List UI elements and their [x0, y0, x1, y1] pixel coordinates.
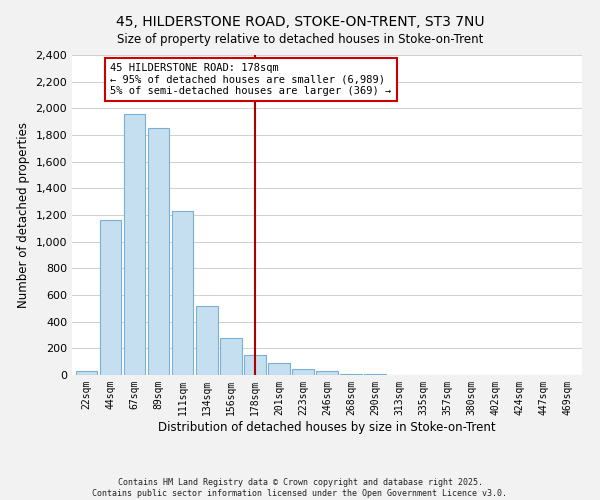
- Bar: [340, 374, 362, 375]
- Text: Contains HM Land Registry data © Crown copyright and database right 2025.
Contai: Contains HM Land Registry data © Crown c…: [92, 478, 508, 498]
- Y-axis label: Number of detached properties: Number of detached properties: [17, 122, 30, 308]
- Bar: [220, 338, 242, 375]
- Bar: [316, 371, 338, 375]
- Bar: [196, 306, 218, 375]
- Bar: [124, 114, 145, 375]
- Bar: [364, 374, 386, 375]
- Text: Size of property relative to detached houses in Stoke-on-Trent: Size of property relative to detached ho…: [117, 32, 483, 46]
- Bar: [292, 369, 314, 375]
- Text: 45 HILDERSTONE ROAD: 178sqm
← 95% of detached houses are smaller (6,989)
5% of s: 45 HILDERSTONE ROAD: 178sqm ← 95% of det…: [110, 63, 392, 96]
- Bar: [76, 371, 97, 375]
- Bar: [100, 220, 121, 375]
- Bar: [244, 356, 266, 375]
- Text: 45, HILDERSTONE ROAD, STOKE-ON-TRENT, ST3 7NU: 45, HILDERSTONE ROAD, STOKE-ON-TRENT, ST…: [116, 15, 484, 29]
- X-axis label: Distribution of detached houses by size in Stoke-on-Trent: Distribution of detached houses by size …: [158, 420, 496, 434]
- Bar: [268, 364, 290, 375]
- Bar: [172, 211, 193, 375]
- Bar: [148, 128, 169, 375]
